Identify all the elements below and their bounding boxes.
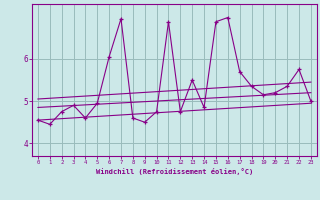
X-axis label: Windchill (Refroidissement éolien,°C): Windchill (Refroidissement éolien,°C): [96, 168, 253, 175]
